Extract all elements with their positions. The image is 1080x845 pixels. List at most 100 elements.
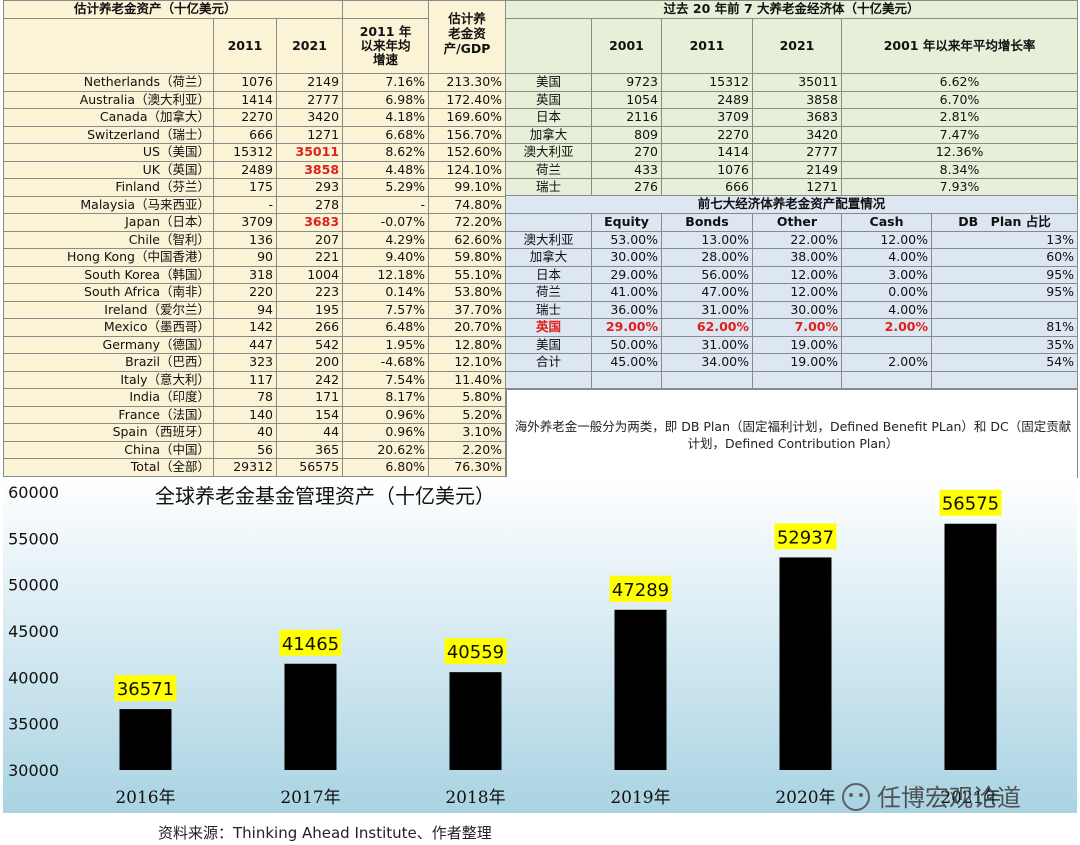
value-2021: 44 — [275, 423, 344, 442]
growth-rate: 4.29% — [342, 230, 430, 249]
country-name: Germany（德国） — [3, 335, 214, 354]
assets-to-gdp: 152.60% — [428, 143, 507, 162]
bonds-share: 31.00% — [661, 300, 753, 319]
table-row: 澳大利亚 270 1414 2777 12.36% — [505, 143, 1079, 162]
y-tick-label: 35000 — [8, 715, 59, 734]
table-row: 加拿大 809 2270 3420 7.47% — [505, 125, 1079, 144]
table-row: Ireland（爱尔兰） 94 195 7.57% 37.70% — [3, 300, 507, 319]
country-name: Finland（芬兰） — [3, 178, 214, 197]
economy-name: 荷兰 — [505, 283, 592, 302]
value-2011: - — [213, 195, 277, 214]
value-2001: 270 — [591, 143, 662, 162]
country-name: France（法国） — [3, 405, 214, 424]
table-row: 荷兰 41.00% 47.00% 12.00% 0.00% 95% — [505, 283, 1079, 302]
growth-rate: 7.54% — [342, 370, 430, 389]
assets-to-gdp: 5.20% — [428, 405, 507, 424]
y-tick-label: 55000 — [8, 529, 59, 548]
assets-to-gdp: 2.20% — [428, 440, 507, 459]
avg-growth-rate: 6.62% — [840, 73, 1079, 92]
bar — [779, 557, 832, 770]
y-tick-label: 50000 — [8, 576, 59, 595]
avg-growth-rate: 6.70% — [840, 90, 1079, 109]
value-2021: 3683 — [752, 108, 842, 127]
table-row: US（美国） 15312 35011 8.62% 152.60% — [3, 143, 507, 162]
data-label-background — [609, 575, 672, 602]
value-2021: 293 — [275, 178, 344, 197]
data-label: 56575 — [942, 494, 999, 515]
data-label: 40559 — [447, 642, 504, 663]
db-plan-share: 60% — [930, 248, 1079, 267]
growth-rate: 0.14% — [342, 283, 430, 302]
value-2001: 9723 — [591, 73, 662, 92]
col-header-gdp: 估计养 老金资 产/GDP — [428, 0, 507, 74]
other-share: 22.00% — [752, 230, 842, 249]
assets-to-gdp: 76.30% — [428, 458, 507, 477]
value-2011: 666 — [661, 178, 753, 197]
cash-share: 4.00% — [841, 248, 932, 267]
value-2021: 3420 — [275, 108, 344, 127]
country-name: US（美国） — [3, 143, 214, 162]
y-axis: 30000 35000 40000 45000 50000 55000 60000 — [8, 483, 59, 780]
value-2021: 3858 — [275, 160, 344, 179]
value-2021: 542 — [275, 335, 344, 354]
table-row: 美国 50.00% 31.00% 19.00% 35% — [505, 335, 1079, 354]
data-label: 47289 — [612, 580, 669, 601]
assets-to-gdp: 172.40% — [428, 90, 507, 109]
value-2021: 2777 — [275, 90, 344, 109]
x-tick-label: 2020年 — [775, 788, 835, 808]
assets-to-gdp: 62.60% — [428, 230, 507, 249]
value-2011: 78 — [213, 388, 277, 407]
cash-share: 2.00% — [841, 318, 932, 337]
economy-name: 英国 — [505, 318, 592, 337]
value-2001: 276 — [591, 178, 662, 197]
value-2011: 136 — [213, 230, 277, 249]
country-name: Canada（加拿大） — [3, 108, 214, 127]
equity-share: 29.00% — [591, 265, 662, 284]
table-row: Total（全部） 29312 56575 6.80% 76.30% — [3, 458, 507, 477]
other-share: 7.00% — [752, 318, 842, 337]
db-plan-share: 95% — [930, 283, 1079, 302]
equity-share: 30.00% — [591, 248, 662, 267]
growth-rate: 8.62% — [342, 143, 430, 162]
value-2011: 90 — [213, 248, 277, 267]
country-name: Ireland（爱尔兰） — [3, 300, 214, 319]
growth-table-title: 过去 20 年前 7 大养老金经济体（十亿美元） — [504, 0, 1079, 19]
y-tick-label: 40000 — [8, 668, 59, 687]
allocation-table-title: 前七大经济体养老金资产配置情况 — [504, 195, 1079, 214]
bonds-share: 56.00% — [661, 265, 753, 284]
data-label-background — [114, 675, 177, 702]
wechat-icon — [842, 783, 870, 811]
country-name: South Korea（韩国） — [3, 265, 214, 284]
x-axis: 2016年 2017年 2018年 2019年 2020年 2021年 — [115, 788, 1000, 808]
growth-rate: 4.18% — [342, 108, 430, 127]
avg-growth-rate: 2.81% — [840, 108, 1079, 127]
chart-title: 全球养老金基金管理资产（十亿美元） — [155, 484, 495, 508]
economy-name: 澳大利亚 — [505, 230, 592, 249]
db-plan-share: 81% — [930, 318, 1079, 337]
avg-growth-rate: 7.93% — [840, 178, 1079, 197]
table-row: Netherlands（荷兰） 1076 2149 7.16% 213.30% — [3, 73, 507, 92]
table-row: South Korea（韩国） 318 1004 12.18% 55.10% — [3, 265, 507, 284]
value-2021: 200 — [275, 353, 344, 372]
x-tick-label: 2016年 — [115, 788, 175, 808]
col-header-growth: 2011 年 以来年均 增速 — [342, 18, 430, 74]
allocation-table: 前七大经济体养老金资产配置情况 Equity Bonds Other Cash … — [504, 195, 1079, 389]
bars: 36571 41465 40559 47289 52937 56575 — [114, 489, 1002, 770]
db-plan-share: 95% — [930, 265, 1079, 284]
x-tick-label: 2021年 — [940, 788, 1000, 808]
table-row: France（法国） 140 154 0.96% 5.20% — [3, 405, 507, 424]
assets-to-gdp: 74.80% — [428, 195, 507, 214]
value-2021: 1004 — [275, 265, 344, 284]
assets-to-gdp: 11.40% — [428, 370, 507, 389]
country-name: Mexico（墨西哥） — [3, 318, 214, 337]
table-row: Chile（智利） 136 207 4.29% 62.60% — [3, 230, 507, 249]
assets-to-gdp: 169.60% — [428, 108, 507, 127]
assets-to-gdp: 99.10% — [428, 178, 507, 197]
value-2021: 266 — [275, 318, 344, 337]
data-label: 41465 — [282, 634, 339, 655]
table-row: Japan（日本） 3709 3683 -0.07% 72.20% — [3, 213, 507, 232]
country-name: Netherlands（荷兰） — [3, 73, 214, 92]
table-row: Malaysia（马来西亚） -278-74.80% — [3, 195, 507, 214]
col-header-equity: Equity — [591, 213, 662, 232]
economy-name: 美国 — [505, 73, 592, 92]
